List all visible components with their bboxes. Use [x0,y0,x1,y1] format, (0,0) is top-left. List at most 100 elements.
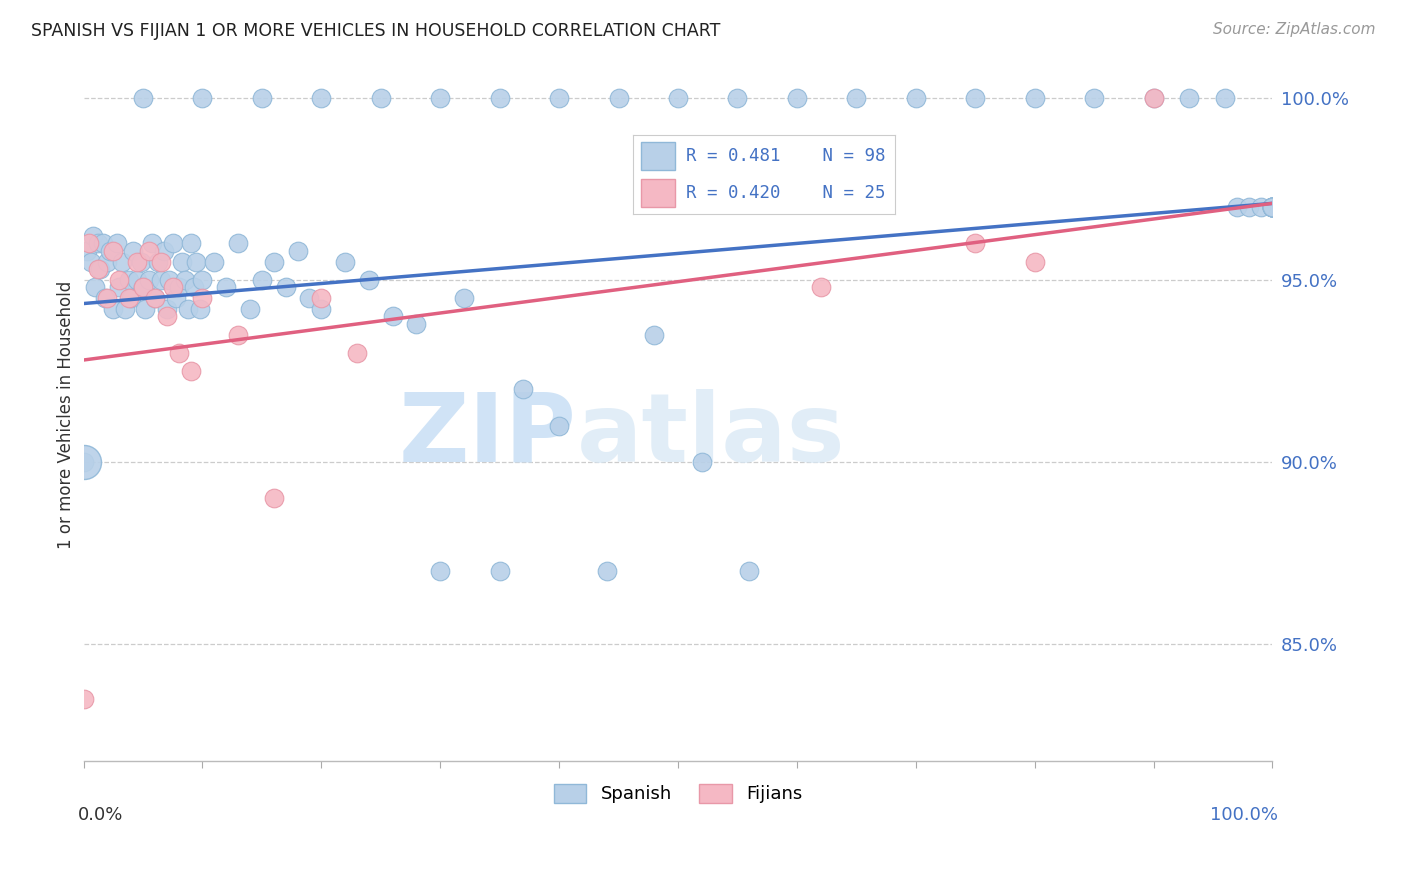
Point [1024,90,1046,104]
Point [381,310,404,324]
Point [120,291,142,305]
Text: Source: ZipAtlas.com: Source: ZipAtlas.com [1212,22,1375,37]
Point [1261,200,1284,214]
Point [311,291,333,305]
Text: R = 0.481    N = 98: R = 0.481 N = 98 [686,147,886,165]
Point [72,455,94,469]
Point [143,291,166,305]
Point [165,291,187,305]
Point [143,291,166,305]
Point [82,229,104,244]
Point [173,273,195,287]
Point [643,327,665,342]
Point [690,455,713,469]
Point [274,280,297,294]
Point [1261,200,1284,214]
Point [965,236,987,251]
Point [488,90,510,104]
Point [239,301,262,316]
Point [122,244,145,258]
Point [186,254,208,268]
Point [1261,200,1284,214]
Point [149,254,172,268]
Point [1142,90,1164,104]
Point [263,254,285,268]
Point [191,291,214,305]
Point [1213,90,1236,104]
Point [738,565,761,579]
Point [72,455,94,469]
Point [108,273,131,287]
Point [162,236,184,251]
Point [96,291,118,305]
Point [183,280,205,294]
Point [138,273,160,287]
Point [79,236,101,251]
Point [180,364,202,378]
Point [132,90,155,104]
Point [845,90,868,104]
Point [76,244,98,258]
Text: 0.0%: 0.0% [77,805,122,824]
Point [666,90,689,104]
Point [72,692,94,706]
Point [98,244,121,258]
Point [114,301,136,316]
Point [87,261,110,276]
Point [167,280,190,294]
Point [965,90,987,104]
Point [84,280,107,294]
Point [149,273,172,287]
Point [1261,200,1284,214]
Point [125,254,148,268]
Point [125,273,148,287]
Point [250,90,273,104]
Point [129,254,152,268]
Point [167,345,190,359]
Point [453,291,475,305]
Point [172,254,194,268]
Point [1178,90,1201,104]
Y-axis label: 1 or more Vehicles in Household: 1 or more Vehicles in Household [58,281,75,549]
Text: ZIP: ZIP [399,389,576,482]
Point [87,236,110,251]
Point [79,254,101,268]
Point [191,90,214,104]
Point [370,90,392,104]
Point [108,280,131,294]
Point [103,244,125,258]
Point [118,273,141,287]
Point [202,254,225,268]
Point [118,291,141,305]
Point [134,301,156,316]
Point [188,301,211,316]
Point [1142,90,1164,104]
Point [157,273,180,287]
Text: R = 0.420    N = 25: R = 0.420 N = 25 [686,184,886,202]
Point [132,280,155,294]
Point [105,236,128,251]
Point [548,418,571,433]
Point [226,236,249,251]
Point [141,236,163,251]
Point [333,254,356,268]
Point [810,280,832,294]
Point [180,236,202,251]
Point [548,90,571,104]
Point [429,90,451,104]
Point [1024,254,1046,268]
Point [156,301,179,316]
Point [298,291,321,305]
FancyBboxPatch shape [641,142,675,170]
Point [727,90,749,104]
Point [132,280,155,294]
Point [607,90,630,104]
Point [110,254,132,268]
Legend: Spanish, Fijians: Spanish, Fijians [547,777,810,811]
Point [357,273,380,287]
Point [153,244,176,258]
Point [429,565,451,579]
Point [226,327,249,342]
Point [311,90,333,104]
Point [96,254,118,268]
